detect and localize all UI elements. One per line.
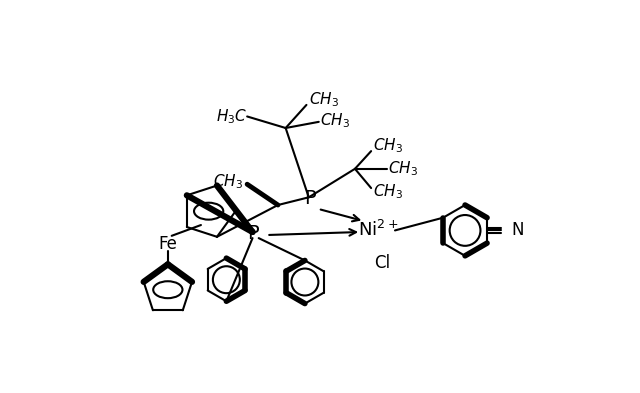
Text: $CH_3$: $CH_3$ bbox=[372, 183, 403, 201]
Text: $CH_3$: $CH_3$ bbox=[320, 111, 350, 130]
Text: $CH_3$: $CH_3$ bbox=[213, 173, 243, 191]
Text: Ni$^{2+}$: Ni$^{2+}$ bbox=[358, 220, 398, 241]
Text: $H_3C$: $H_3C$ bbox=[216, 107, 247, 126]
Text: Cl: Cl bbox=[374, 254, 390, 272]
Text: P: P bbox=[305, 189, 316, 208]
Text: P: P bbox=[247, 224, 259, 243]
Text: $CH_3$: $CH_3$ bbox=[308, 90, 339, 109]
Text: N: N bbox=[511, 221, 524, 239]
Text: $CH_3$: $CH_3$ bbox=[388, 160, 418, 178]
Text: $CH_3$: $CH_3$ bbox=[372, 136, 403, 155]
Text: Fe: Fe bbox=[159, 235, 177, 253]
